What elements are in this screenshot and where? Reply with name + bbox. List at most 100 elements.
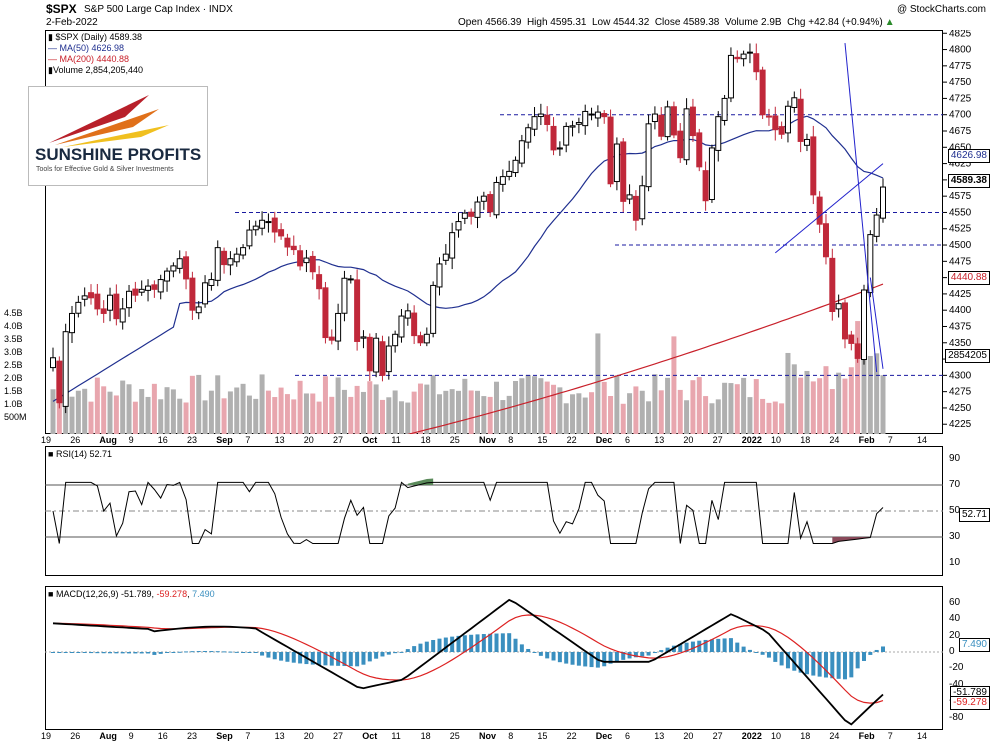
candle-body <box>328 336 335 341</box>
candle-body <box>626 194 633 200</box>
price-tick-label: 4275 <box>949 387 972 398</box>
rsi-tick-label: 90 <box>949 453 961 464</box>
volume-bar <box>760 398 766 434</box>
x-tick-label: 22 <box>566 435 577 445</box>
ma50-tag: 4626.98 <box>947 149 990 163</box>
candle-body <box>594 111 601 119</box>
candle-body <box>696 132 703 168</box>
macd-tick-label: 60 <box>949 596 961 608</box>
volume-bar <box>709 403 715 434</box>
volume-bar <box>855 321 861 434</box>
volume-bar <box>639 390 645 434</box>
candle-body <box>246 229 253 247</box>
macd-histogram-bar <box>614 652 619 662</box>
candle-body <box>645 123 652 188</box>
x-tick-label: 13 <box>654 731 665 741</box>
macd-histogram-bar <box>665 647 670 652</box>
macd-histogram-bar <box>526 648 531 652</box>
candle-body <box>379 341 386 376</box>
macd-histogram-bar <box>779 652 784 666</box>
volume-bar <box>519 378 525 434</box>
volume-bar <box>56 387 62 434</box>
candle-body <box>240 247 247 256</box>
price-tick-label: 4525 <box>949 224 972 235</box>
x-tick-label: 13 <box>654 435 665 445</box>
candle-body <box>784 105 791 134</box>
macd-histogram-bar <box>785 652 790 669</box>
macd-histogram-bar <box>754 652 759 653</box>
x-tick-label: 27 <box>712 731 723 741</box>
macd-histogram-bar <box>89 652 94 654</box>
macd-histogram-bar <box>760 652 765 655</box>
candle-body <box>81 295 88 300</box>
candle-body <box>202 282 209 305</box>
x-tick-label: 9 <box>128 731 134 741</box>
candle-body <box>506 170 513 177</box>
macd-histogram-bar <box>342 652 347 667</box>
x-tick-label: 9 <box>128 435 134 445</box>
volume-bar <box>785 352 791 434</box>
rsi-tick-label: 70 <box>949 479 961 490</box>
legend-ma50: — MA(50) 4626.98 <box>48 43 125 53</box>
legend-ma200: — MA(200) 4440.88 <box>48 54 130 64</box>
candle-body <box>620 141 627 202</box>
price-tick-label: 4375 <box>949 321 972 332</box>
price-tick-label: 4350 <box>949 338 972 349</box>
volume-bar <box>164 387 170 434</box>
macd-histogram-bar <box>165 652 170 653</box>
volume-bar <box>430 375 436 434</box>
candle-body <box>303 257 310 264</box>
macd-histogram-bar <box>57 652 62 653</box>
macd-histogram-bar <box>488 633 493 652</box>
macd-histogram-bar <box>51 652 55 653</box>
volume-bar <box>88 401 94 434</box>
volume-bar <box>379 399 385 434</box>
price-tick-label: 4550 <box>949 207 972 218</box>
candle-body <box>151 284 158 290</box>
x-tick-label: 19 <box>41 435 52 445</box>
macd-histogram-bar <box>868 652 873 655</box>
candle-body <box>252 225 259 231</box>
macd-histogram-bar <box>228 651 233 653</box>
volume-bar <box>810 381 816 434</box>
x-tick-label: 13 <box>274 731 285 741</box>
volume-bar <box>665 377 671 434</box>
candle-body <box>138 288 145 293</box>
volume-bar <box>848 367 854 434</box>
candle-body <box>759 69 766 116</box>
volume-bar <box>177 398 183 434</box>
macd-histogram-bar <box>804 652 809 675</box>
volume-bar <box>557 387 563 434</box>
volume-bar <box>633 386 639 434</box>
candle-body <box>525 127 532 143</box>
macd-histogram-bar <box>798 652 803 673</box>
candle-body <box>100 308 107 314</box>
candle-body <box>651 113 658 123</box>
x-axis-price: 19 26 Aug 9 16 23 Sep 7 13 20 27 Oct 11 18 25 Nov 8 15 22 D… <box>41 435 943 447</box>
volume-bar <box>360 391 366 434</box>
x-tick-label: 20 <box>683 435 694 445</box>
volume-bar <box>772 401 778 434</box>
volume-bar <box>75 390 81 434</box>
macd-histogram-bar <box>348 652 353 667</box>
candle-body <box>816 196 823 225</box>
x-tick-label: Aug <box>99 435 117 445</box>
macd-histogram-bar <box>659 650 664 652</box>
volume-tick-label: 2.0B <box>4 373 23 383</box>
macd-histogram-bar <box>76 652 81 653</box>
candle-body <box>474 201 481 218</box>
volume-bar <box>741 377 747 434</box>
rsi-chart <box>45 478 943 545</box>
price-tick-label: 4300 <box>949 370 972 381</box>
volume-bar <box>139 389 145 434</box>
candle-body <box>683 108 690 161</box>
candle-body <box>385 345 392 373</box>
volume-bar <box>462 378 468 434</box>
volume-bar <box>468 390 474 434</box>
volume-bar <box>734 384 740 434</box>
macd-histogram-bar <box>241 652 246 653</box>
x-tick-label: 27 <box>333 435 344 445</box>
volume-bar <box>272 397 278 434</box>
volume-bar <box>829 389 835 434</box>
x-tick-label: 15 <box>537 731 548 741</box>
